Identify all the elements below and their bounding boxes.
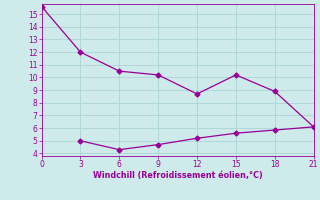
X-axis label: Windchill (Refroidissement éolien,°C): Windchill (Refroidissement éolien,°C) bbox=[93, 171, 262, 180]
